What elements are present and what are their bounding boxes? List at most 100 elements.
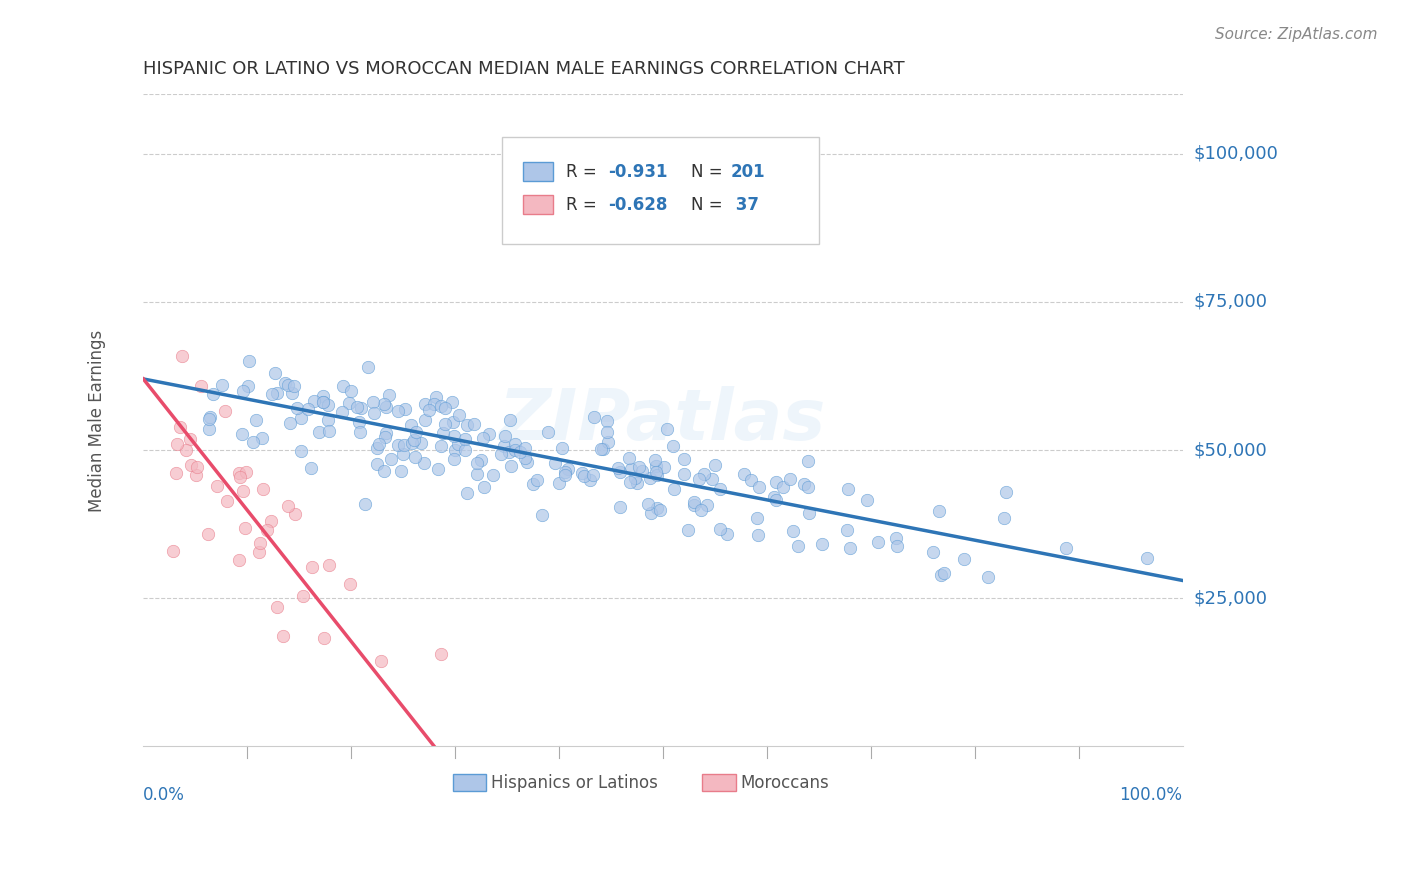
Point: [619, 475, 641, 490]
Point: [169, 419, 191, 434]
Text: $100,000: $100,000: [1194, 145, 1278, 162]
Point: [762, 490, 785, 504]
Point: [423, 396, 446, 410]
Point: [190, 379, 212, 393]
Point: [297, 401, 319, 416]
Point: [411, 435, 433, 450]
Point: [363, 406, 385, 420]
Point: [672, 451, 695, 466]
Point: [290, 444, 312, 458]
Point: [165, 466, 187, 480]
Point: [370, 654, 392, 668]
Text: $25,000: $25,000: [1194, 590, 1268, 607]
Point: [582, 468, 605, 483]
Point: [499, 413, 522, 427]
Point: [796, 454, 818, 468]
Point: [765, 475, 787, 490]
Point: [745, 510, 768, 524]
Point: [278, 416, 301, 430]
Point: [494, 429, 516, 443]
Point: [202, 387, 225, 401]
Point: [332, 378, 354, 392]
Point: [470, 453, 492, 467]
Point: [290, 410, 312, 425]
Point: [747, 528, 769, 542]
Point: [657, 422, 679, 436]
Point: [454, 442, 477, 457]
Text: 100.0%: 100.0%: [1119, 786, 1182, 804]
FancyBboxPatch shape: [453, 774, 486, 791]
Point: [787, 539, 810, 553]
Point: [401, 436, 423, 450]
Point: [953, 551, 976, 566]
Point: [661, 439, 683, 453]
Point: [886, 531, 908, 545]
Point: [284, 507, 307, 521]
Point: [793, 476, 815, 491]
Text: $50,000: $50,000: [1194, 441, 1267, 459]
Point: [456, 418, 478, 433]
Point: [232, 484, 254, 499]
Point: [572, 469, 595, 483]
Point: [703, 458, 725, 472]
Point: [886, 539, 908, 553]
Point: [449, 409, 471, 423]
Point: [266, 386, 288, 401]
Point: [186, 467, 208, 482]
Point: [995, 484, 1018, 499]
Point: [302, 394, 325, 409]
Point: [522, 477, 544, 491]
Point: [394, 402, 416, 417]
Point: [205, 479, 228, 493]
Point: [233, 521, 256, 535]
Point: [291, 589, 314, 603]
Point: [166, 437, 188, 451]
Point: [349, 425, 371, 439]
Point: [337, 396, 360, 410]
Point: [387, 437, 409, 451]
Point: [281, 386, 304, 401]
Point: [578, 473, 600, 487]
Point: [231, 427, 253, 442]
Text: ZIPatlas: ZIPatlas: [499, 386, 827, 455]
Text: R =: R =: [567, 163, 602, 181]
Point: [318, 398, 340, 412]
Point: [709, 523, 731, 537]
Point: [235, 465, 257, 479]
Point: [456, 486, 478, 500]
Point: [835, 523, 858, 537]
Point: [551, 441, 574, 455]
Point: [198, 410, 221, 425]
Point: [478, 427, 501, 442]
Point: [301, 560, 323, 574]
Text: N =: N =: [690, 163, 728, 181]
Point: [413, 456, 436, 470]
Point: [513, 451, 536, 466]
Point: [373, 465, 395, 479]
Point: [392, 447, 415, 461]
Point: [339, 576, 361, 591]
Point: [228, 466, 250, 480]
Point: [444, 443, 467, 458]
Point: [471, 430, 494, 444]
Point: [638, 471, 661, 485]
Point: [430, 439, 453, 453]
Point: [285, 401, 308, 416]
FancyBboxPatch shape: [703, 774, 735, 791]
Point: [932, 566, 955, 580]
Point: [366, 441, 388, 455]
Point: [389, 464, 412, 478]
Point: [617, 451, 640, 466]
Point: [499, 458, 522, 473]
Point: [492, 440, 515, 454]
Point: [392, 438, 415, 452]
Text: 0.0%: 0.0%: [143, 786, 186, 804]
Point: [609, 500, 631, 514]
Point: [596, 435, 619, 450]
Point: [186, 459, 208, 474]
Point: [811, 537, 834, 551]
Point: [375, 426, 398, 441]
Point: [312, 394, 335, 409]
Point: [249, 536, 271, 550]
Text: -0.931: -0.931: [607, 163, 668, 181]
